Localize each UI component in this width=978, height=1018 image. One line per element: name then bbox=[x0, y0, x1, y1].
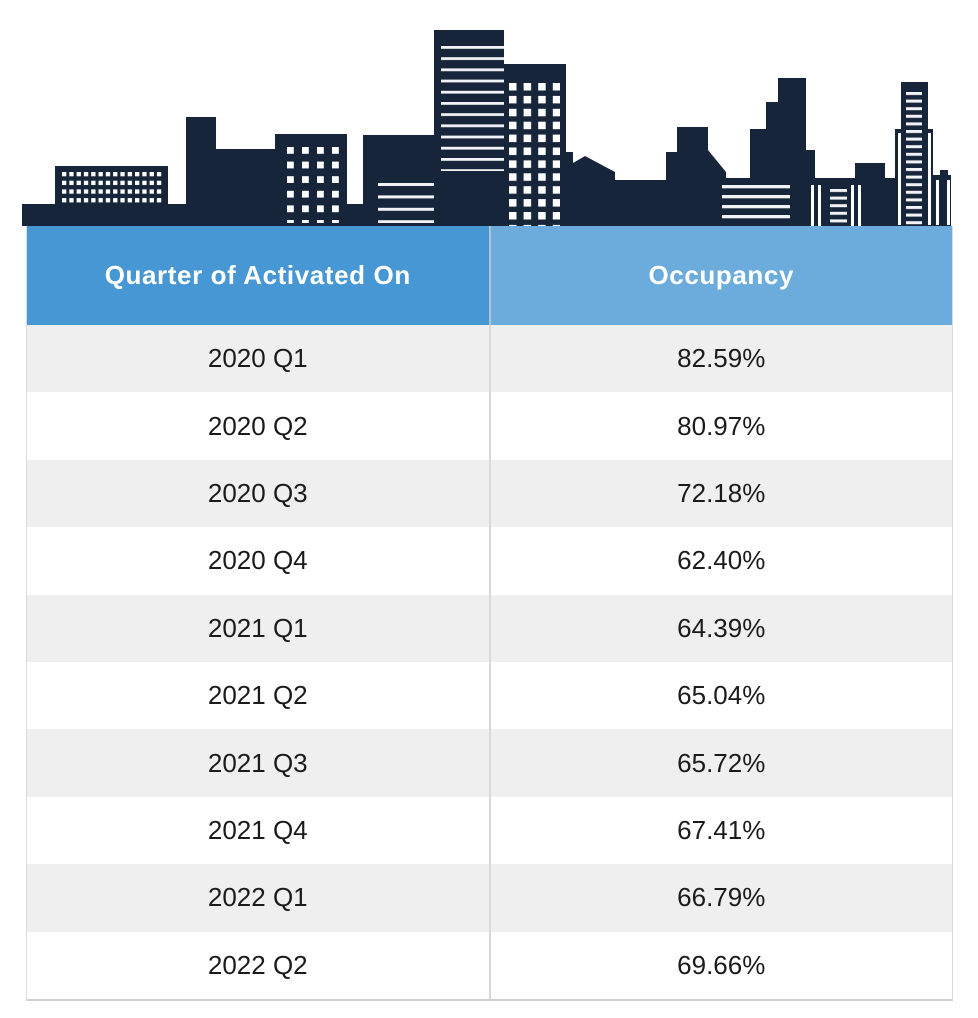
table-header-row: Quarter of Activated On Occupancy bbox=[27, 226, 952, 325]
occupancy-cell: 62.40% bbox=[488, 527, 953, 595]
occupancy-cell: 72.18% bbox=[488, 459, 953, 528]
quarter-cell: 2021 Q2 bbox=[207, 680, 308, 711]
quarter-cell: 2022 Q2 bbox=[207, 949, 308, 980]
table-row: 2021 Q4 67.41% bbox=[27, 796, 953, 865]
city-skyline-icon bbox=[22, 30, 951, 226]
occupancy-cell: 67.41% bbox=[488, 796, 953, 865]
table-row: 2021 Q3 65.72% bbox=[27, 729, 953, 797]
table-row: 2020 Q4 62.40% bbox=[27, 527, 953, 595]
occupancy-table: Quarter of Activated On Occupancy 2020 Q… bbox=[26, 226, 953, 1001]
quarter-cell: 2020 Q2 bbox=[207, 410, 308, 441]
column-header-quarter: Quarter of Activated On bbox=[27, 226, 489, 325]
quarter-cell: 2022 Q1 bbox=[207, 882, 308, 913]
quarter-cell: 2021 Q1 bbox=[207, 612, 308, 643]
table-row: 2020 Q1 82.59% bbox=[27, 325, 953, 393]
occupancy-cell: 65.04% bbox=[488, 661, 953, 730]
occupancy-cell: 82.59% bbox=[488, 325, 953, 393]
table-row: 2022 Q2 69.66% bbox=[27, 931, 953, 999]
table-row: 2021 Q1 64.39% bbox=[27, 594, 953, 662]
table-row: 2021 Q2 65.04% bbox=[27, 661, 953, 730]
quarter-cell: 2020 Q4 bbox=[207, 545, 308, 576]
quarter-cell: 2021 Q4 bbox=[207, 814, 308, 845]
column-header-occupancy: Occupancy bbox=[488, 226, 952, 325]
occupancy-cell: 80.97% bbox=[488, 392, 953, 460]
quarter-cell: 2020 Q1 bbox=[207, 343, 308, 374]
quarter-cell: 2020 Q3 bbox=[207, 477, 308, 508]
table-row: 2022 Q1 66.79% bbox=[27, 864, 953, 932]
quarter-cell: 2021 Q3 bbox=[207, 747, 308, 778]
occupancy-cell: 66.79% bbox=[488, 864, 953, 932]
occupancy-cell: 64.39% bbox=[488, 594, 953, 662]
table-row: 2020 Q3 72.18% bbox=[27, 459, 953, 528]
occupancy-cell: 69.66% bbox=[488, 931, 953, 999]
skyline-windows bbox=[62, 46, 950, 226]
table-row: 2020 Q2 80.97% bbox=[27, 392, 953, 460]
occupancy-cell: 65.72% bbox=[488, 729, 953, 797]
